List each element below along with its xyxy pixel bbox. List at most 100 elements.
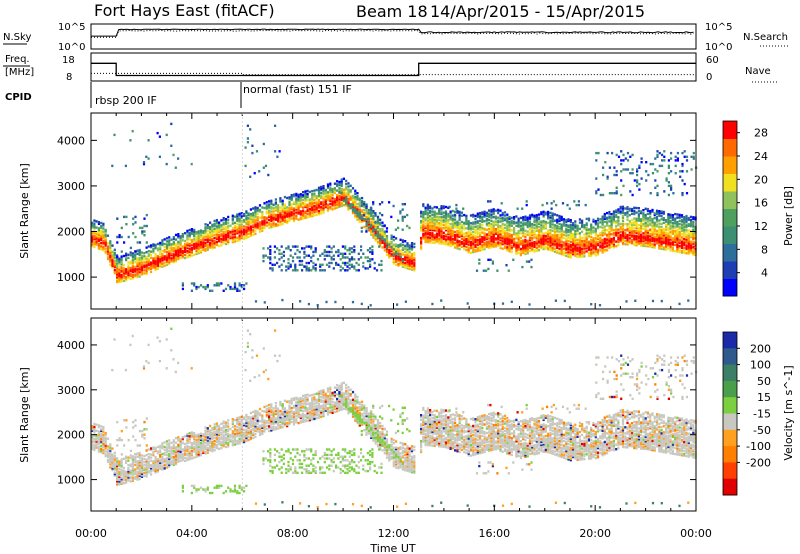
power-cell — [671, 218, 674, 221]
power-cell — [302, 212, 305, 215]
power-cell — [369, 250, 372, 254]
power-cell — [376, 228, 380, 231]
power-cell — [551, 237, 554, 240]
power-cell — [140, 256, 144, 259]
power-cell — [660, 244, 663, 247]
power-cell — [311, 202, 314, 205]
power-cell — [156, 255, 159, 258]
power-cell — [619, 207, 622, 210]
power-cell — [678, 233, 681, 237]
power-cell — [553, 241, 556, 244]
power-cell — [390, 245, 393, 249]
power-cell — [592, 241, 595, 245]
power-cell — [177, 257, 180, 261]
power-cell — [526, 239, 529, 243]
power-cell — [508, 228, 511, 231]
power-cell — [118, 280, 121, 284]
power-cell — [449, 222, 452, 226]
power-cell — [590, 251, 593, 254]
power-cell — [211, 237, 214, 241]
power-cell — [236, 218, 239, 221]
power-cell — [587, 228, 591, 231]
power-cell — [581, 255, 584, 258]
power-cell — [270, 224, 273, 227]
power-cell — [606, 175, 609, 178]
power-cell — [376, 234, 380, 237]
power-cell — [578, 250, 581, 254]
power-cell — [292, 212, 296, 215]
velocity-cell — [109, 460, 112, 463]
power-cell — [628, 241, 631, 245]
power-cell — [583, 233, 586, 236]
power-cell — [621, 218, 625, 221]
power-cell — [482, 269, 485, 272]
power-cell — [249, 231, 252, 234]
power-cell — [649, 222, 652, 225]
power-cell — [558, 216, 561, 219]
power-cell — [515, 249, 518, 252]
power-cell — [612, 244, 615, 247]
power-cell — [519, 227, 522, 230]
power-cell — [231, 233, 234, 236]
power-cell — [590, 240, 593, 243]
power-cell — [136, 271, 139, 274]
power-cell — [474, 220, 477, 224]
power-cell — [268, 215, 271, 219]
power-cell — [680, 229, 684, 232]
power-cell — [492, 233, 495, 236]
power-cell — [492, 242, 495, 245]
power-cell — [656, 153, 659, 157]
power-cell — [635, 244, 638, 247]
power-cell — [617, 236, 620, 239]
power-cell — [655, 231, 659, 234]
power-cell — [590, 249, 593, 253]
power-cell — [469, 225, 473, 228]
power-cell — [603, 214, 606, 217]
power-cell — [422, 237, 425, 240]
power-cell — [497, 238, 500, 241]
power-cell — [488, 215, 491, 218]
power-cell — [302, 206, 305, 209]
power-cell — [269, 261, 272, 265]
power-cell — [320, 206, 323, 209]
power-cell — [679, 170, 682, 173]
power-cell — [429, 241, 432, 244]
power-cell — [190, 162, 193, 166]
power-cell — [662, 232, 665, 235]
power-cell — [420, 212, 423, 215]
power-cell — [331, 189, 334, 192]
power-cell — [488, 221, 491, 225]
power-cell — [669, 219, 672, 223]
power-cell — [656, 170, 659, 173]
power-cell — [433, 212, 436, 215]
power-cell — [690, 155, 693, 158]
power-cell — [683, 225, 686, 228]
power-cell — [305, 254, 308, 257]
power-cell — [631, 240, 634, 243]
power-cell — [601, 248, 604, 251]
power-cell — [626, 212, 629, 215]
velocity-cell — [111, 461, 114, 464]
power-cell — [460, 241, 463, 244]
power-cell — [572, 246, 575, 250]
power-cell — [252, 211, 255, 215]
power-cell — [236, 287, 239, 291]
power-cell — [481, 237, 484, 240]
power-cell — [635, 211, 638, 214]
power-cell — [438, 228, 441, 231]
power-cell — [168, 250, 171, 253]
power-cell — [665, 237, 668, 240]
power-cell — [116, 274, 119, 277]
power-cell — [370, 225, 373, 228]
power-cell — [413, 245, 416, 249]
power-cell — [662, 248, 665, 251]
power-cell — [249, 230, 252, 233]
power-cell — [91, 232, 94, 235]
power-cell — [572, 242, 575, 245]
power-cell — [116, 255, 119, 259]
power-cell — [642, 218, 645, 221]
power-cell — [631, 153, 634, 157]
power-cell — [524, 241, 527, 245]
power-cell — [612, 238, 615, 241]
power-cell — [269, 245, 272, 248]
